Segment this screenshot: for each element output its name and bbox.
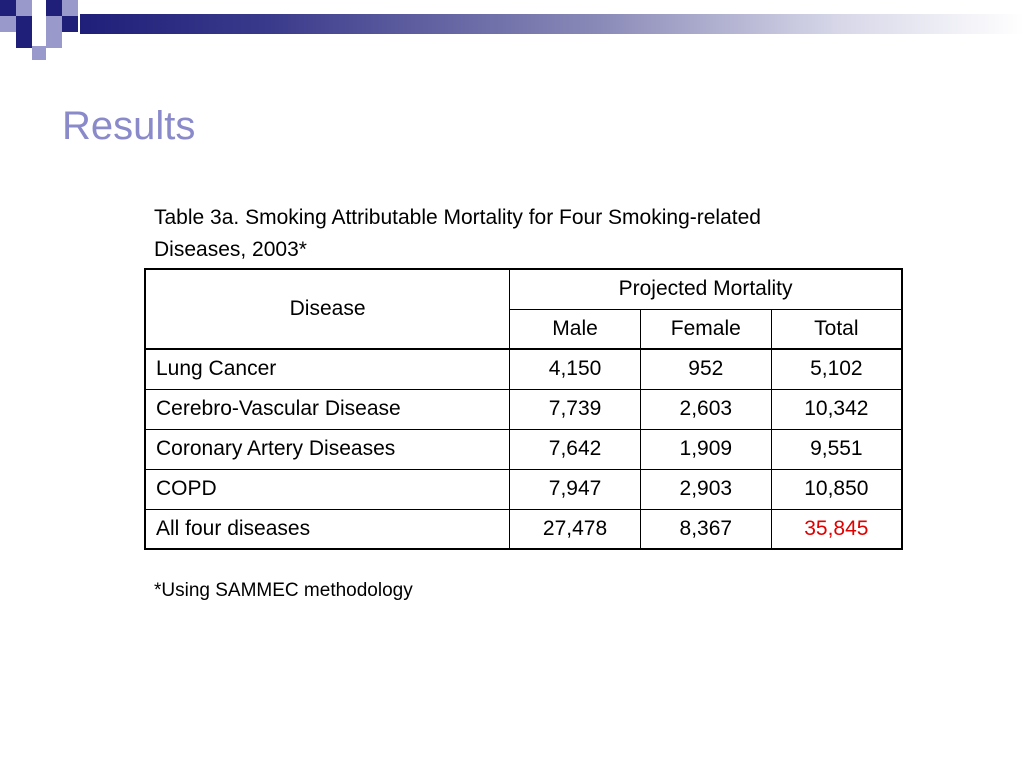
cell-female: 2,603 xyxy=(639,388,772,430)
header-disease: Disease xyxy=(144,268,511,350)
cell-male: 4,150 xyxy=(509,348,641,390)
decor-square xyxy=(46,16,62,32)
decor-square xyxy=(0,16,16,32)
table-row: COPD 7,947 2,903 10,850 xyxy=(144,468,903,510)
table-row: Lung Cancer 4,150 952 5,102 xyxy=(144,348,903,390)
table-row-total: All four diseases 27,478 8,367 35,845 xyxy=(144,508,903,550)
cell-disease: All four diseases xyxy=(144,508,511,550)
header-male: Male xyxy=(509,308,641,350)
table-row: Cerebro-Vascular Disease 7,739 2,603 10,… xyxy=(144,388,903,430)
table-row: Coronary Artery Diseases 7,642 1,909 9,5… xyxy=(144,428,903,470)
decor-square xyxy=(16,16,32,32)
cell-total: 10,850 xyxy=(770,468,903,510)
mortality-table: Disease Projected Mortality Male Female … xyxy=(144,268,903,550)
cell-female: 8,367 xyxy=(639,508,772,550)
cell-disease: Cerebro-Vascular Disease xyxy=(144,388,511,430)
cell-male: 7,642 xyxy=(509,428,641,470)
decor-square xyxy=(16,0,32,16)
decor-square xyxy=(62,0,78,16)
cell-male: 7,947 xyxy=(509,468,641,510)
decor-square xyxy=(62,16,78,32)
decor-square xyxy=(46,32,62,48)
decor-square xyxy=(46,0,62,16)
cell-grand-total: 35,845 xyxy=(770,508,903,550)
cell-male: 7,739 xyxy=(509,388,641,430)
cell-disease: Lung Cancer xyxy=(144,348,511,390)
header-projected-mortality: Projected Mortality xyxy=(509,268,903,310)
cell-female: 1,909 xyxy=(639,428,772,470)
cell-female: 952 xyxy=(639,348,772,390)
cell-disease: COPD xyxy=(144,468,511,510)
decor-square xyxy=(32,46,46,60)
cell-disease: Coronary Artery Diseases xyxy=(144,428,511,470)
footnote: *Using SAMMEC methodology xyxy=(154,580,413,601)
header-gradient-band xyxy=(80,14,1024,34)
cell-female: 2,903 xyxy=(639,468,772,510)
header-female: Female xyxy=(639,308,772,350)
cell-total: 5,102 xyxy=(770,348,903,390)
slide-title: Results xyxy=(62,104,196,148)
cell-total: 10,342 xyxy=(770,388,903,430)
header-total: Total xyxy=(770,308,903,350)
decor-square xyxy=(0,0,16,16)
cell-male: 27,478 xyxy=(509,508,641,550)
cell-total: 9,551 xyxy=(770,428,903,470)
table-caption: Table 3a. Smoking Attributable Mortality… xyxy=(154,206,761,261)
decor-square xyxy=(16,32,32,48)
